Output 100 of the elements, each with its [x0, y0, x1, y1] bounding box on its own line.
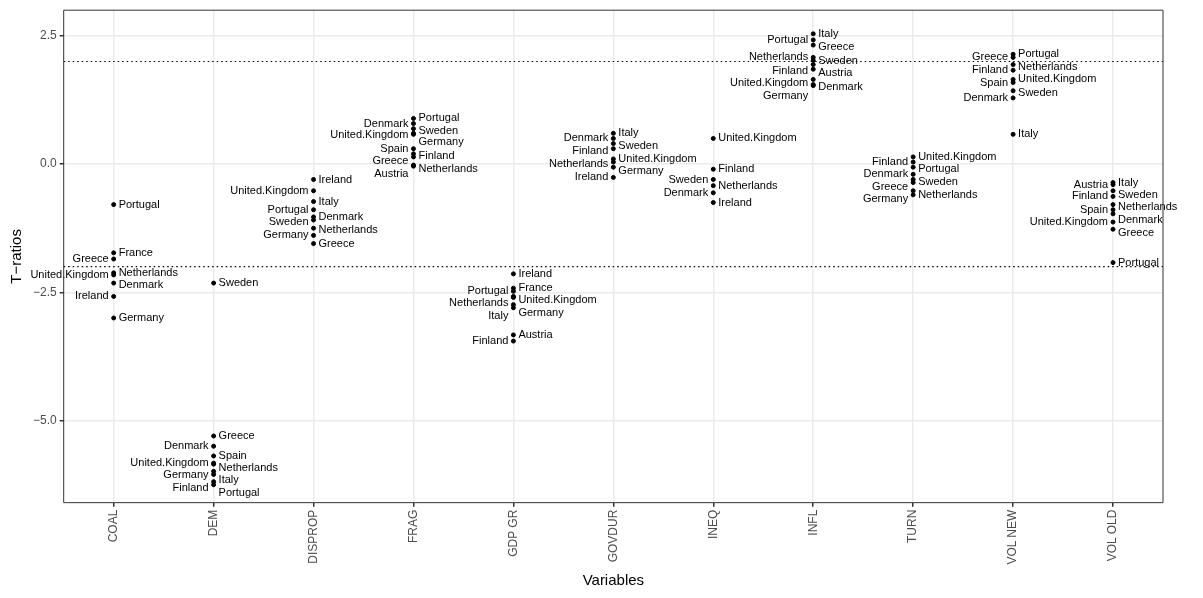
data-label: Germany [862, 191, 909, 204]
data-label: Finland [472, 334, 509, 347]
data-label: Finland [972, 63, 1009, 76]
data-label: Portugal [918, 162, 960, 175]
data-label: Netherlands [418, 162, 479, 175]
data-label: Denmark [363, 116, 409, 129]
data-label: Sweden [1118, 187, 1158, 200]
data-label: France [118, 245, 153, 258]
data-label: Netherlands [118, 265, 179, 278]
data-label: Portugal [267, 202, 309, 215]
x-axis-title: Variables [582, 571, 645, 589]
data-label: Finland [572, 143, 609, 156]
y-tick-label: −2.5 [32, 284, 57, 299]
data-label: Germany [762, 88, 809, 101]
data-label: Portugal [1018, 47, 1060, 60]
data-label: United.Kingdom [1018, 72, 1097, 85]
data-label: Portugal [467, 284, 509, 297]
data-label: France [518, 281, 553, 294]
x-tick-label: INEQ [705, 509, 720, 539]
data-label: Greece [218, 429, 255, 441]
data-label: Denmark [163, 439, 210, 452]
data-label: Finland [718, 162, 755, 175]
data-label: Greece [318, 236, 355, 249]
data-label: Italy [818, 26, 839, 39]
y-tick-label: 2.5 [40, 28, 58, 43]
data-label: Austria [518, 327, 554, 340]
data-label: Denmark [863, 167, 909, 180]
data-label: Finland [772, 63, 809, 76]
data-label: Austria [374, 167, 410, 180]
x-tick-label: VOL OLD [1105, 509, 1120, 562]
data-label: Denmark [963, 90, 1009, 103]
data-label: Portugal [767, 32, 809, 45]
data-label: Netherlands [918, 187, 978, 200]
data-label: United.Kingdom [729, 76, 809, 89]
data-label: Netherlands [218, 461, 279, 474]
data-label: United.Kingdom [718, 131, 797, 144]
data-label: Ireland [75, 289, 109, 302]
data-label: Austria [818, 66, 854, 79]
x-tick-label: INFL [805, 509, 820, 536]
x-tick-label: FRAG [405, 509, 420, 543]
data-label: Italy [618, 126, 640, 139]
data-label: Portugal [418, 111, 460, 124]
data-label: United.Kingdom [230, 183, 309, 196]
data-label: Italy [1018, 127, 1039, 140]
data-label: Ireland [318, 172, 353, 185]
data-label: Greece [1118, 226, 1155, 239]
data-label: Portugal [118, 197, 160, 210]
data-label: Sweden [668, 172, 709, 185]
data-label: United.Kingdom [1029, 215, 1109, 228]
data-label: Sweden [818, 53, 858, 66]
data-label: United.Kingdom [330, 128, 409, 141]
data-label: Finland [872, 155, 909, 168]
x-tick-label: VOL NEW [1005, 508, 1020, 565]
data-label: Finland [1071, 189, 1109, 202]
data-label: Finland [172, 480, 209, 493]
data-label: Denmark [818, 79, 864, 92]
data-label: Netherlands [718, 178, 779, 191]
data-label: Denmark [563, 131, 609, 144]
data-label: Ireland [574, 170, 609, 183]
data-label: United.Kingdom [918, 149, 997, 162]
data-label: Greece [372, 153, 409, 166]
data-label: Sweden [218, 276, 259, 289]
data-label: Greece [72, 252, 109, 265]
x-tick-label: DISPROP [305, 509, 320, 564]
data-label: Portugal [218, 485, 260, 498]
x-tick-label: GOVDUR [605, 509, 620, 563]
x-tick-label: DEM [205, 509, 220, 537]
data-label: United.Kingdom [130, 456, 209, 469]
data-label: Germany [618, 164, 665, 177]
data-label: Greece [818, 40, 855, 53]
data-label: Netherlands [549, 157, 609, 170]
data-label: Italy [218, 473, 240, 486]
data-label: Sweden [1018, 85, 1058, 98]
data-label: Germany [418, 135, 465, 148]
data-label: Netherlands [748, 50, 809, 63]
data-label: Netherlands [318, 223, 379, 236]
data-label: Ireland [718, 195, 752, 208]
data-label: Germany [163, 468, 210, 481]
data-label: Italy [318, 194, 340, 207]
data-label: Netherlands [1118, 199, 1178, 212]
y-tick-label: −5.0 [32, 412, 57, 427]
data-label: Spain [380, 141, 409, 154]
data-label: Ireland [518, 266, 553, 279]
data-label: Greece [872, 179, 909, 192]
data-label: Sweden [918, 174, 958, 187]
y-axis-title: T−ratios [7, 229, 25, 284]
data-label: Italy [1118, 175, 1139, 188]
data-label: Greece [972, 50, 1009, 63]
x-tick-label: GDP GR [505, 509, 520, 557]
y-tick-label: 0.0 [40, 156, 58, 171]
data-label: Finland [418, 148, 455, 161]
data-label: Denmark [663, 185, 709, 198]
data-label: Germany [518, 305, 565, 318]
data-label: Germany [263, 228, 310, 241]
data-label: Spain [1079, 202, 1109, 215]
data-label: United.Kingdom [618, 151, 697, 164]
data-label: Sweden [268, 215, 309, 228]
x-tick-label: TURN [905, 509, 920, 543]
data-label: Denmark [318, 209, 364, 222]
data-label: Netherlands [449, 296, 509, 309]
